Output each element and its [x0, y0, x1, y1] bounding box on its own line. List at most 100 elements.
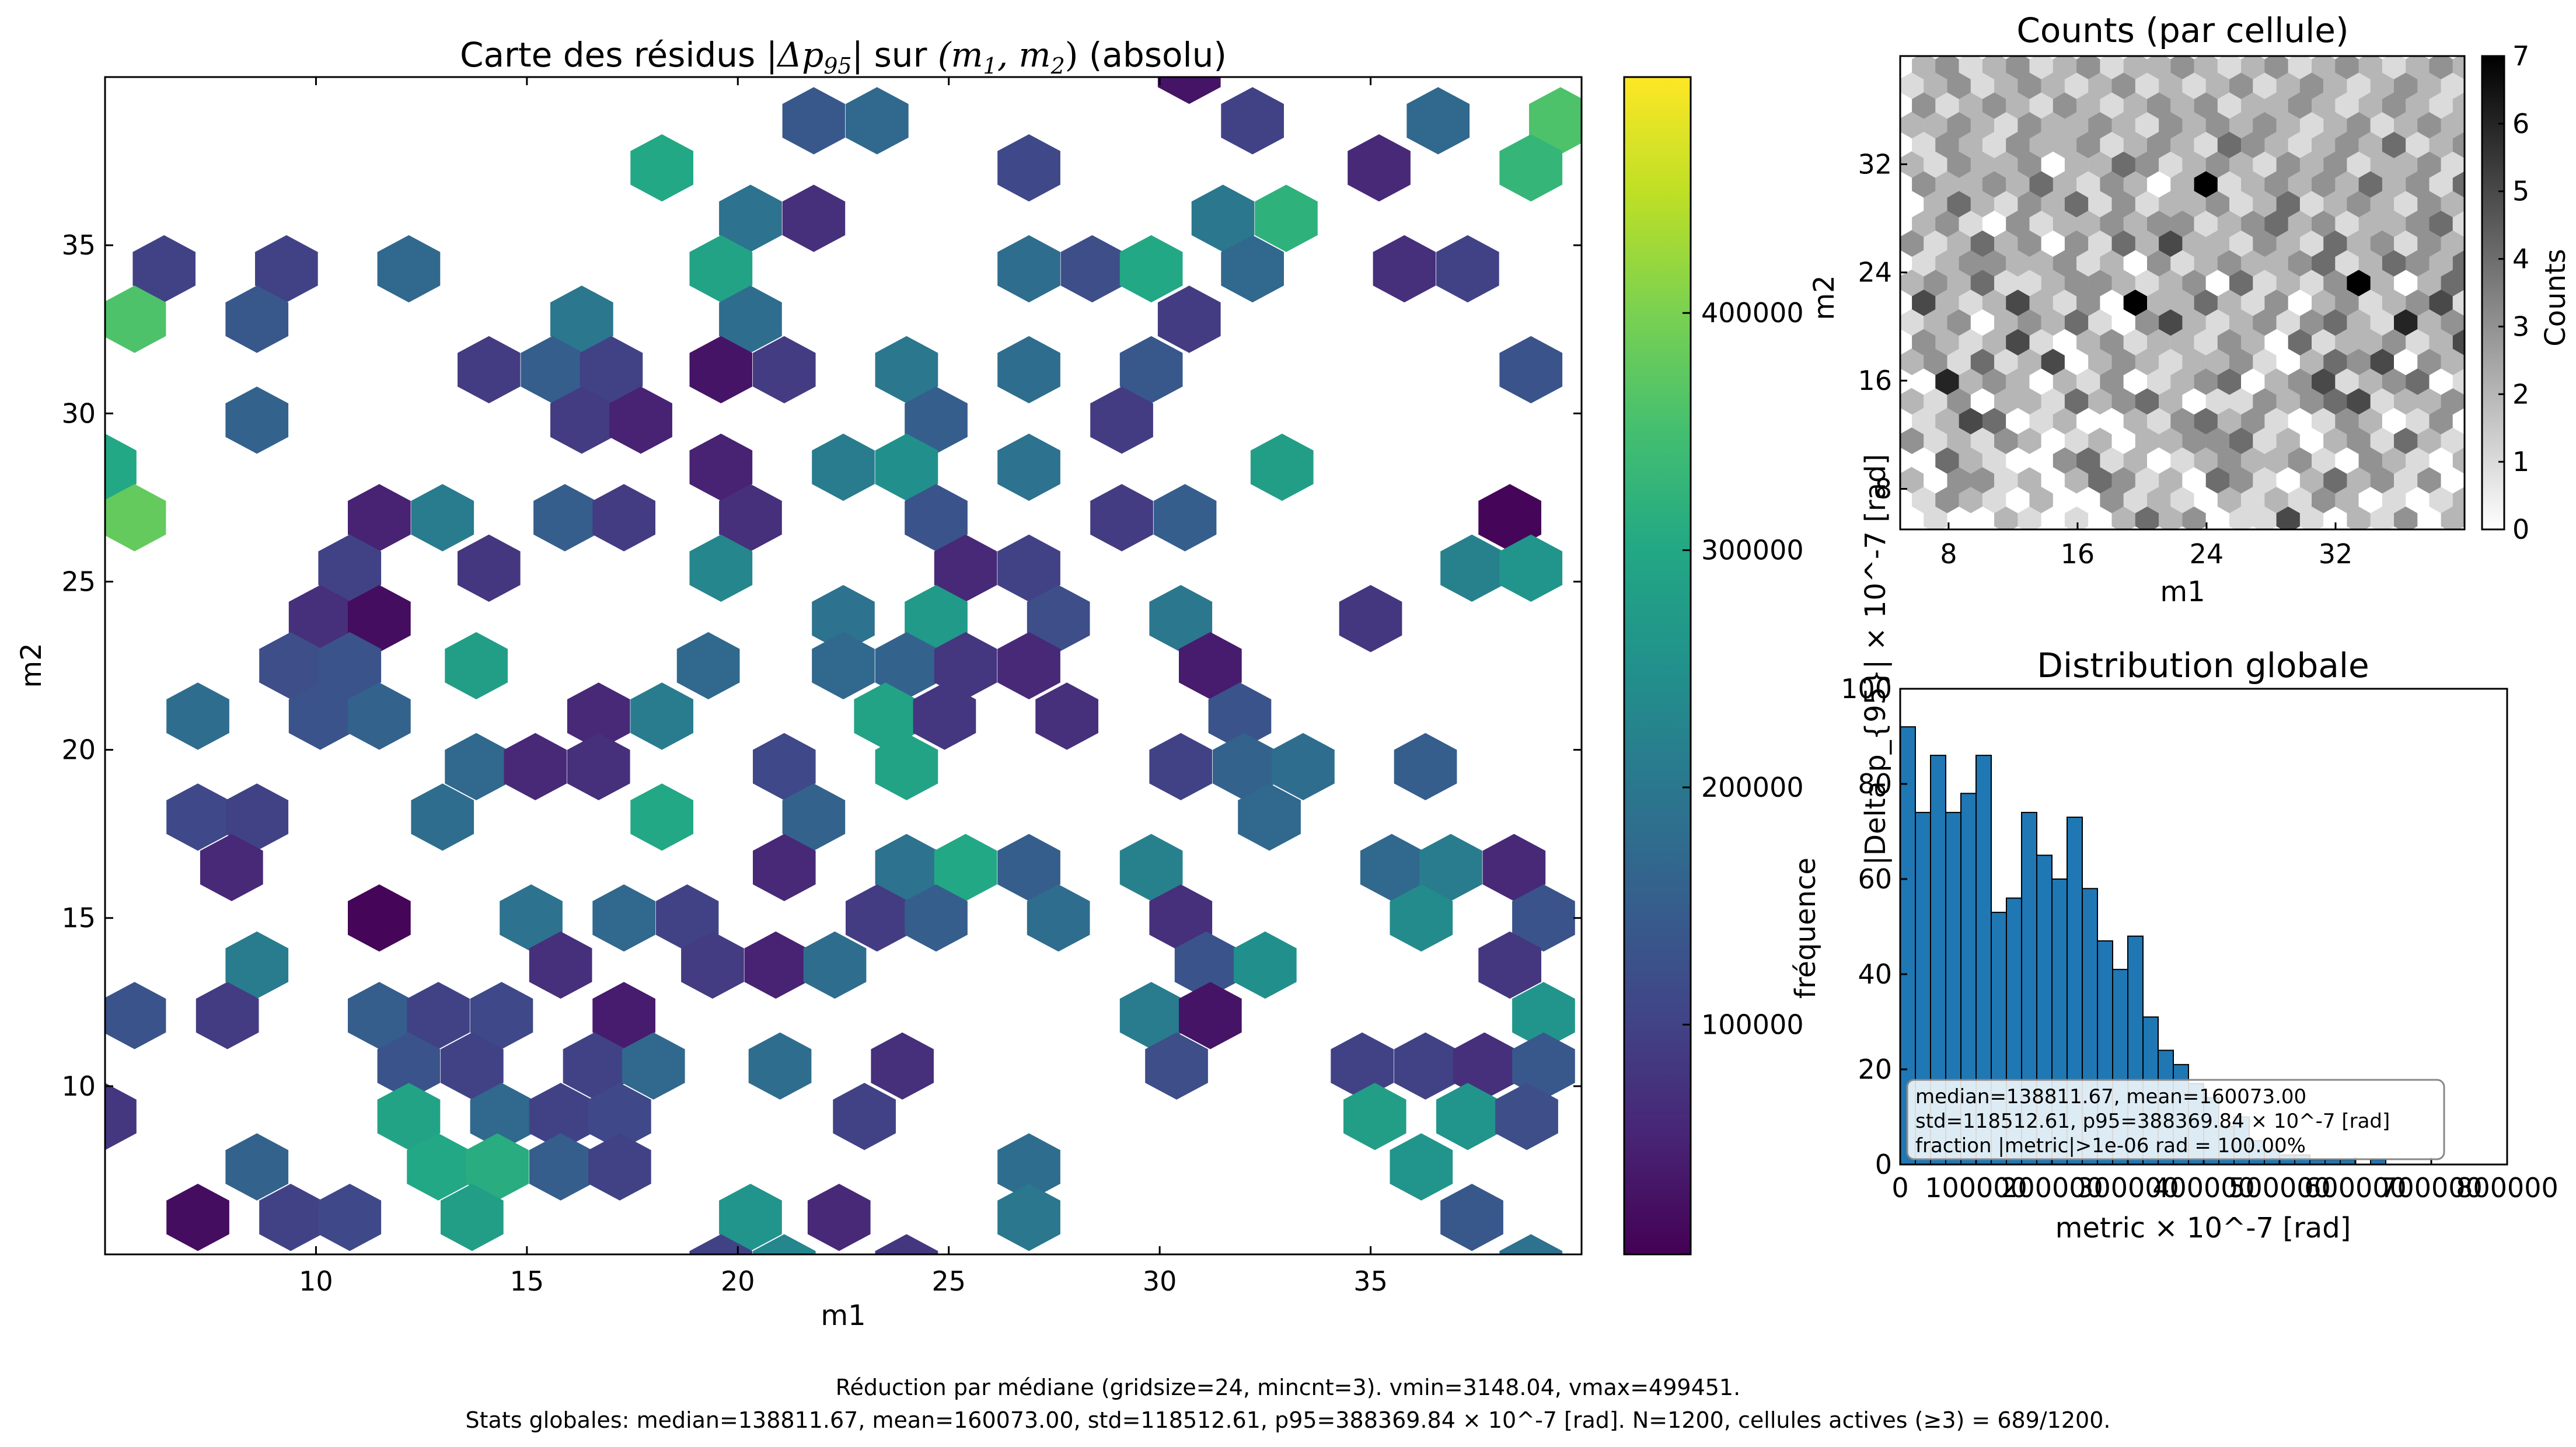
count-hex-cell — [2182, 72, 2206, 99]
count-hex-cell — [1912, 289, 1936, 316]
count-hex-cell — [2159, 269, 2183, 297]
count-hex-cell — [2135, 151, 2159, 178]
count-hex-cell — [2041, 190, 2065, 218]
count-hex-cell — [2123, 170, 2148, 198]
count-hex-cell — [2147, 289, 2171, 316]
count-hex-cell — [2064, 151, 2089, 178]
count-hex-cell — [2017, 309, 2041, 336]
count-hex-cell — [1900, 309, 1924, 336]
y-tick-label: 30 — [61, 398, 96, 429]
count-hex-cell — [2358, 249, 2383, 277]
hex-cell — [1149, 884, 1213, 952]
count-hex-cell — [1959, 249, 1983, 277]
hex-cell — [753, 834, 816, 901]
count-hex-cell — [1935, 170, 1959, 198]
count-hex-cell — [2229, 111, 2253, 139]
histogram-title: Distribution globale — [2037, 646, 2369, 685]
stats-line-3: fraction |metric|>1e-06 rad = 100.00% — [1915, 1134, 2306, 1157]
count-hex-cell — [2406, 210, 2430, 238]
hex-cell — [458, 534, 521, 602]
count-hex-cell — [2170, 407, 2194, 435]
count-hex-cell — [2429, 447, 2453, 474]
hist-y-tick-label: 60 — [1858, 863, 1892, 895]
hex-cell — [1179, 632, 1242, 700]
count-hex-cell — [2170, 210, 2194, 238]
hex-cell — [225, 285, 289, 353]
count-hex-cell — [2205, 111, 2230, 139]
hist-x-tick-label: 0 — [1891, 1172, 1908, 1204]
count-hex-cell — [1935, 329, 1959, 355]
count-hex-cell — [2241, 447, 2265, 474]
hex-cell — [318, 632, 382, 700]
count-hex-cell — [2017, 72, 2041, 99]
hex-cell — [875, 834, 938, 901]
count-hex-cell — [2064, 427, 2089, 454]
count-hex-cell — [1935, 131, 1959, 158]
hex-cell — [1119, 336, 1183, 403]
hist-x-tick-label: 700000 — [2380, 1172, 2483, 1204]
count-hex-cell — [1970, 348, 1995, 375]
hex-cell — [833, 1083, 896, 1150]
count-hex-cell — [2441, 190, 2465, 218]
count-hex-cell — [2111, 427, 2135, 454]
count-hex-cell — [1912, 170, 1936, 198]
hex-cell — [407, 982, 470, 1049]
count-hex-cell — [2053, 92, 2077, 119]
count-hex-cell — [1994, 230, 2018, 257]
count-hex-cell — [2382, 329, 2406, 355]
count-hex-cell — [2053, 249, 2077, 277]
count-hex-cell — [2452, 329, 2465, 355]
count-hex-cell — [2229, 190, 2253, 218]
count-hex-cell — [2217, 249, 2242, 277]
counts-colorbar-tick-label: 4 — [2512, 243, 2529, 275]
count-hex-cell — [1924, 388, 1947, 415]
count-hex-cell — [2147, 92, 2171, 119]
hex-cell — [445, 733, 508, 800]
count-hex-cell — [1994, 72, 2018, 99]
counts-y-tick-label: 32 — [1858, 148, 1892, 180]
hex-cell — [1406, 87, 1470, 155]
hex-cell — [719, 184, 782, 252]
hex-cell — [592, 884, 655, 952]
hex-cell — [318, 534, 382, 602]
count-hex-cell — [2041, 427, 2065, 454]
count-hex-cell — [1959, 56, 1983, 79]
count-hex-cell — [2135, 309, 2159, 336]
count-hex-cell — [2006, 170, 2030, 198]
hex-cell — [500, 884, 563, 952]
count-hex-cell — [2182, 190, 2206, 218]
hex-cell — [225, 386, 289, 454]
hex-cell — [676, 632, 740, 700]
hist-x-tick-label: 100000 — [1925, 1172, 2027, 1204]
count-hex-cell — [2406, 407, 2430, 435]
count-hex-cell — [2017, 388, 2041, 415]
count-hex-cell — [2241, 170, 2265, 198]
count-hex-cell — [2241, 131, 2265, 158]
count-hex-cell — [2370, 427, 2395, 454]
count-hex-cell — [2288, 368, 2312, 395]
count-hex-cell — [2323, 506, 2347, 529]
hex-cell — [1512, 1032, 1575, 1100]
count-hex-cell — [1947, 190, 1971, 218]
hex-cell — [1149, 585, 1213, 653]
count-hex-cell — [2347, 309, 2371, 336]
counts-colorbar-tick-label: 6 — [2512, 108, 2529, 140]
hex-cell — [1119, 982, 1183, 1049]
count-hex-cell — [2053, 131, 2077, 158]
count-hex-cell — [1970, 466, 1995, 494]
hist-x-tick-label: 800000 — [2456, 1172, 2558, 1204]
hex-cell — [533, 484, 596, 552]
count-hex-cell — [2299, 348, 2324, 375]
count-hex-cell — [1935, 210, 1959, 238]
stats-line-2: std=118512.61, p95=388369.84 × 10^-7 [ra… — [1915, 1110, 2390, 1133]
count-hex-cell — [2135, 269, 2159, 297]
count-hex-cell — [2111, 230, 2135, 257]
count-hex-cell — [2441, 427, 2465, 454]
y-tick-label: 15 — [61, 902, 96, 934]
count-hex-cell — [1970, 111, 1995, 139]
count-hex-cell — [2111, 388, 2135, 415]
count-hex-cell — [2441, 348, 2465, 375]
count-hex-cell — [2417, 190, 2441, 218]
count-hex-cell — [2053, 447, 2077, 474]
count-hex-cell — [2111, 309, 2135, 336]
